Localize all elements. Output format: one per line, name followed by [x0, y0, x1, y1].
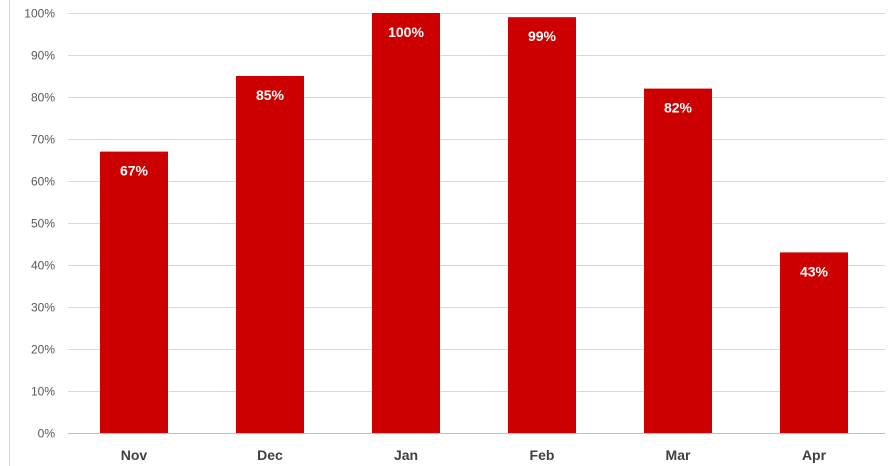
bar-apr: [780, 252, 848, 433]
y-tick-label: 40%: [31, 259, 55, 273]
data-label-jan: 100%: [388, 24, 424, 40]
data-label-mar: 82%: [664, 100, 693, 116]
x-tick-label: Apr: [802, 447, 827, 463]
y-tick-label: 0%: [38, 427, 56, 441]
x-tick-label: Mar: [666, 447, 691, 463]
data-label-feb: 99%: [528, 28, 557, 44]
y-tick-label: 50%: [31, 217, 55, 231]
data-labels: 67% 85% 100% 99% 82% 43%: [120, 24, 829, 279]
data-label-dec: 85%: [256, 87, 285, 103]
bar-jan: [372, 13, 440, 433]
y-tick-label: 80%: [31, 91, 55, 105]
gridlines: [68, 13, 885, 392]
x-axis-tick-labels: Nov Dec Jan Feb Mar Apr: [121, 447, 827, 463]
x-tick-label: Nov: [121, 447, 148, 463]
x-tick-label: Jan: [394, 447, 418, 463]
x-tick-label: Dec: [257, 447, 283, 463]
data-label-apr: 43%: [800, 263, 829, 279]
y-tick-label: 100%: [24, 7, 55, 21]
data-label-nov: 67%: [120, 163, 149, 179]
bar-mar: [644, 88, 712, 433]
y-axis-tick-labels: 0% 10% 20% 30% 40% 50% 60% 70% 80% 90% 100%: [24, 7, 55, 441]
y-tick-label: 70%: [31, 133, 55, 147]
bar-nov: [100, 151, 168, 433]
bar-dec: [236, 76, 304, 433]
bar-feb: [508, 17, 576, 433]
y-tick-label: 90%: [31, 49, 55, 63]
y-tick-label: 30%: [31, 301, 55, 315]
y-tick-label: 10%: [31, 385, 55, 399]
y-tick-label: 20%: [31, 343, 55, 357]
bars: [100, 13, 848, 433]
y-tick-label: 60%: [31, 175, 55, 189]
x-tick-label: Feb: [530, 447, 555, 463]
